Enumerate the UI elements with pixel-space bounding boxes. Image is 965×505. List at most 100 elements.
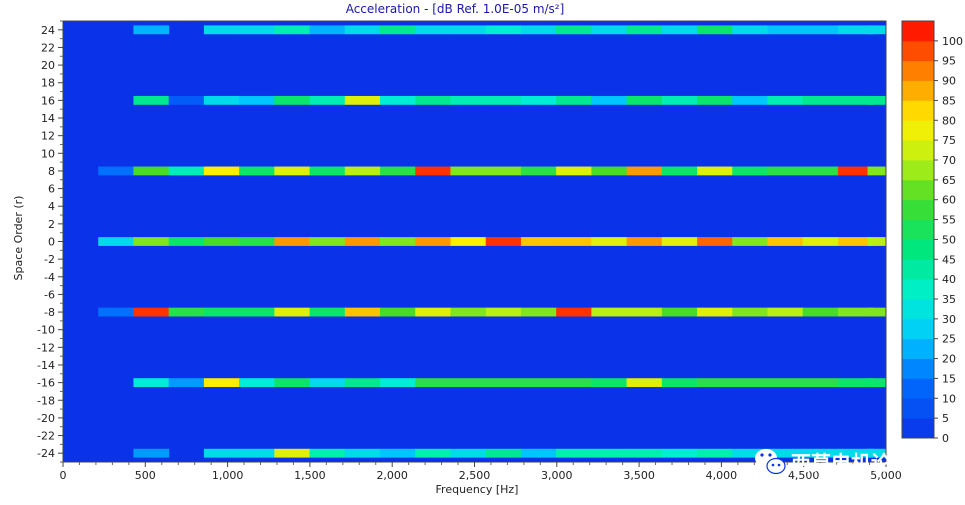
heatmap-cell xyxy=(802,448,839,458)
heatmap-cell xyxy=(732,237,768,246)
y-tick-label: 18 xyxy=(41,77,55,90)
heatmap-cell xyxy=(450,237,487,246)
heatmap-cell xyxy=(309,25,346,35)
y-tick-label: -16 xyxy=(37,377,55,390)
heatmap-cell xyxy=(380,307,416,317)
heatmap-cell xyxy=(867,237,887,246)
heatmap-cell xyxy=(556,25,592,35)
heatmap-cell xyxy=(591,166,628,176)
heatmap-cell xyxy=(556,448,592,458)
heatmap-cell xyxy=(415,95,451,105)
x-tick-label: 1,500 xyxy=(294,469,326,482)
heatmap-cell xyxy=(767,166,804,176)
heatmap-cell xyxy=(697,95,733,105)
heatmap-cell xyxy=(802,25,839,35)
y-tick-label: 24 xyxy=(41,24,55,37)
heatmap-cell xyxy=(837,307,874,317)
heatmap-cell xyxy=(98,237,134,246)
colorbar-tick-label: 15 xyxy=(942,372,956,385)
heatmap-cell xyxy=(520,237,557,246)
x-tick-label: 2,500 xyxy=(459,469,491,482)
colorbar-tick-label: 55 xyxy=(942,214,956,227)
heatmap-cell xyxy=(556,307,592,317)
heatmap-cell xyxy=(344,95,381,105)
heatmap-cell xyxy=(239,378,275,388)
heatmap-cell xyxy=(415,25,451,35)
y-tick-label: -24 xyxy=(37,447,55,460)
heatmap-cell xyxy=(867,25,887,35)
heatmap-cell xyxy=(168,378,205,388)
heatmap-cell xyxy=(450,95,487,105)
heatmap-cell xyxy=(802,307,839,317)
heatmap-cell xyxy=(309,378,346,388)
heatmap-cell xyxy=(661,25,698,35)
heatmap-cell xyxy=(239,166,275,176)
heatmap-cell xyxy=(867,448,887,458)
heatmap-cell xyxy=(239,237,275,246)
heatmap-cell xyxy=(837,237,874,246)
heatmap-cell xyxy=(485,307,522,317)
heatmap-cell xyxy=(380,237,416,246)
heatmap-cell xyxy=(133,378,170,388)
x-tick-label: 3,500 xyxy=(623,469,655,482)
heatmap-cell xyxy=(203,307,240,317)
heatmap-cell xyxy=(450,166,487,176)
colorbar-segment xyxy=(902,398,934,419)
x-tick-label: 2,000 xyxy=(376,469,408,482)
heatmap-cell xyxy=(626,307,663,317)
heatmap-cell xyxy=(344,448,381,458)
heatmap-cell xyxy=(520,25,557,35)
colorbar-segment xyxy=(902,21,934,42)
heatmap-cell xyxy=(661,166,698,176)
colorbar-tick-label: 10 xyxy=(942,392,956,405)
x-tick-label: 4,000 xyxy=(706,469,738,482)
heatmap-cell xyxy=(767,25,804,35)
heatmap-cell xyxy=(168,95,205,105)
heatmap-cell xyxy=(867,95,887,105)
heatmap-cell xyxy=(732,25,768,35)
heatmap-cell xyxy=(133,95,170,105)
colorbar-segment xyxy=(902,179,934,201)
heatmap-cell xyxy=(867,166,887,176)
heatmap-cell xyxy=(867,378,887,388)
heatmap-cell xyxy=(485,25,522,35)
colorbar-segment xyxy=(902,299,934,320)
colorbar-tick-label: 70 xyxy=(942,154,956,167)
heatmap-cell xyxy=(591,307,628,317)
heatmap-cell xyxy=(732,307,768,317)
heatmap-cell xyxy=(697,448,733,458)
colorbar-segment xyxy=(902,60,934,81)
heatmap-cell xyxy=(732,166,768,176)
heatmap-cell xyxy=(203,378,240,388)
heatmap-cell xyxy=(802,378,839,388)
heatmap-cell xyxy=(802,166,839,176)
y-tick-label: -12 xyxy=(37,341,55,354)
y-tick-label: -20 xyxy=(37,412,55,425)
heatmap-cell xyxy=(168,166,205,176)
heatmap-cell xyxy=(591,448,628,458)
x-tick-label: 1,000 xyxy=(212,469,244,482)
heatmap-cell xyxy=(309,448,346,458)
heatmap-cell xyxy=(203,25,240,35)
colorbar-tick-label: 50 xyxy=(942,233,956,246)
heatmap-cell xyxy=(802,237,839,246)
x-tick-label: 4,500 xyxy=(788,469,820,482)
y-tick-label: -4 xyxy=(44,271,55,284)
heatmap-cell xyxy=(556,378,592,388)
heatmap-cell xyxy=(274,237,311,246)
x-tick-label: 0 xyxy=(60,469,67,482)
heatmap-cell xyxy=(450,448,487,458)
y-tick-label: 6 xyxy=(48,183,55,196)
heatmap-cell xyxy=(133,166,170,176)
y-tick-label: 20 xyxy=(41,59,55,72)
heatmap-cell xyxy=(626,25,663,35)
heatmap-cell xyxy=(309,166,346,176)
y-tick-label: -10 xyxy=(37,324,55,337)
heatmap-cell xyxy=(732,95,768,105)
heatmap-cell xyxy=(309,237,346,246)
heatmap-cell xyxy=(450,307,487,317)
heatmap-cell xyxy=(626,237,663,246)
heatmap-cell xyxy=(380,25,416,35)
colorbar-segment xyxy=(902,358,934,379)
heatmap-cell xyxy=(344,166,381,176)
